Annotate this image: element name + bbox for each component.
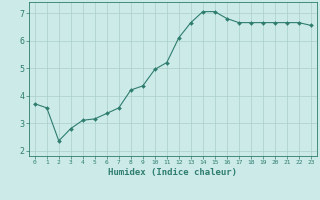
X-axis label: Humidex (Indice chaleur): Humidex (Indice chaleur) xyxy=(108,168,237,177)
